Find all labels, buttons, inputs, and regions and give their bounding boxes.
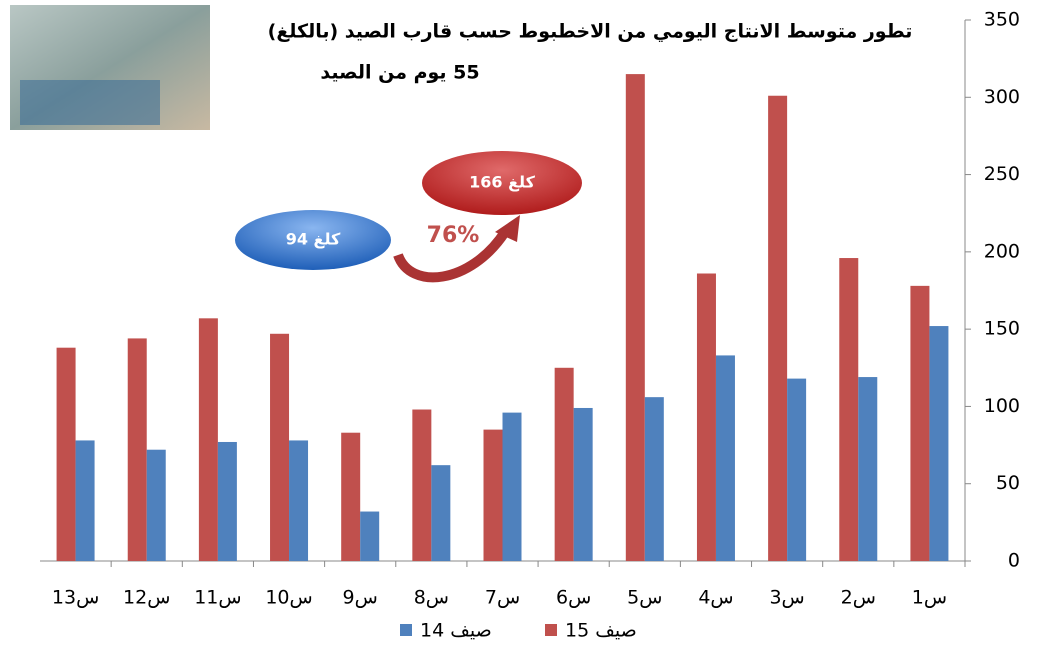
y-tick-label: 300: [984, 86, 1020, 108]
bar: [858, 377, 878, 561]
bar: [289, 440, 309, 561]
bar: [198, 318, 218, 561]
x-tick-label: س8: [414, 587, 449, 609]
bar: [146, 449, 166, 561]
x-tick-label: س1: [912, 587, 947, 609]
bar: [75, 440, 95, 561]
bar: [929, 326, 949, 561]
bar: [768, 95, 788, 562]
before-label: كلغ 94: [286, 230, 341, 249]
legend-label: صيف 15: [565, 620, 637, 642]
bar: [787, 378, 807, 561]
y-tick-label: 350: [984, 9, 1020, 31]
legend-swatch: [400, 624, 412, 636]
chart-title: تطور متوسط الانتاج اليومي من الاخطبوط حس…: [268, 21, 913, 43]
bar: [360, 511, 380, 561]
legend-label: صيف 14: [420, 620, 492, 642]
bar: [483, 429, 503, 561]
legend-swatch: [545, 624, 557, 636]
arrow: [393, 229, 510, 283]
arrow-head: [495, 215, 520, 242]
x-tick-label: س7: [485, 587, 520, 609]
y-tick-label: 50: [996, 472, 1020, 494]
bar: [127, 338, 147, 561]
bar: [56, 347, 76, 561]
chart-subtitle: 55 يوم من الصيد: [320, 62, 479, 84]
y-tick-label: 250: [984, 163, 1020, 185]
x-tick-label: س12: [123, 587, 170, 609]
bar: [644, 397, 664, 561]
bar: [502, 412, 522, 561]
bar: [431, 465, 451, 561]
x-tick-label: س11: [194, 587, 241, 609]
bar: [341, 432, 361, 561]
x-tick-label: س10: [265, 587, 312, 609]
x-tick-label: س9: [343, 587, 378, 609]
x-tick-label: س3: [769, 587, 804, 609]
bar: [412, 409, 432, 561]
bar: [554, 367, 574, 561]
bar: [715, 355, 735, 561]
change-label: 76%: [427, 223, 480, 248]
boats: [20, 80, 160, 125]
bar: [573, 407, 593, 561]
bar: [839, 258, 859, 561]
x-tick-label: س6: [556, 587, 591, 609]
after-bubble: [422, 151, 582, 215]
x-tick-label: س5: [627, 587, 662, 609]
bar: [910, 285, 930, 561]
y-tick-label: 150: [984, 318, 1020, 340]
bar: [270, 333, 290, 561]
x-tick-label: س13: [52, 587, 99, 609]
bar: [696, 273, 716, 561]
y-tick-label: 100: [984, 395, 1020, 417]
bar: [625, 74, 645, 561]
y-tick-label: 0: [1008, 550, 1020, 572]
y-tick-label: 200: [984, 240, 1020, 262]
after-label: كلغ 166: [469, 173, 535, 192]
x-tick-label: س2: [841, 587, 876, 609]
bar: [217, 441, 237, 561]
x-tick-label: س4: [698, 587, 733, 609]
before-bubble: [235, 210, 391, 270]
